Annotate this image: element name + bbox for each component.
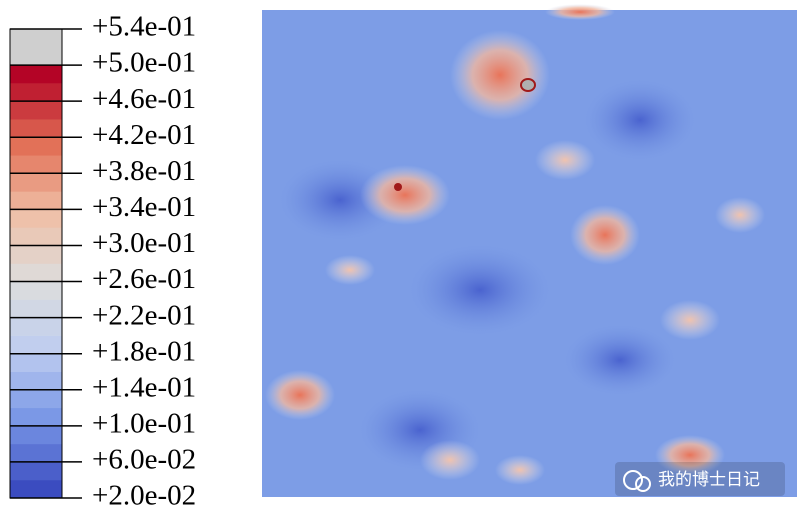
- legend-label: +5.4e-01: [92, 11, 196, 43]
- legend-band: [10, 353, 62, 373]
- legend-band: [10, 209, 62, 228]
- watermark-text: 我的博士日记: [658, 470, 760, 490]
- legend-band: [10, 425, 62, 445]
- legend-band: [10, 191, 62, 210]
- legend-band: [10, 461, 62, 481]
- contour-field: [262, 4, 797, 497]
- legend-band: [10, 371, 62, 391]
- legend-top-band: [10, 29, 62, 66]
- legend-label: +2.0e-02: [92, 480, 196, 512]
- legend-band: [10, 245, 62, 264]
- legend-label: +1.0e-01: [92, 408, 196, 440]
- legend-band: [10, 65, 62, 84]
- legend-band: [10, 173, 62, 192]
- legend-label: +1.8e-01: [92, 335, 196, 367]
- legend-band: [10, 137, 62, 156]
- legend-band: [10, 119, 62, 138]
- legend-band: [10, 263, 62, 282]
- legend-label: +4.6e-01: [92, 83, 196, 115]
- legend-band: [10, 317, 62, 336]
- legend-label: +1.4e-01: [92, 371, 196, 403]
- legend-band: [10, 227, 62, 246]
- legend-label: +4.2e-01: [92, 119, 196, 151]
- legend-band: [10, 389, 62, 409]
- legend-band: [10, 479, 62, 499]
- legend-band: [10, 335, 62, 354]
- legend-label: +2.2e-01: [92, 299, 196, 331]
- legend-band: [10, 155, 62, 174]
- legend-label: +3.0e-01: [92, 227, 196, 259]
- legend-label: +6.0e-02: [92, 444, 196, 476]
- legend-band: [10, 101, 62, 120]
- legend-band: [10, 299, 62, 318]
- legend-label: +5.0e-01: [92, 47, 196, 79]
- color-legend: +5.4e-01 +5.0e-01 +4.6e-01 +4.2e-01 +3.8e-01…: [9, 11, 196, 512]
- legend-band: [10, 443, 62, 463]
- legend-band: [10, 407, 62, 427]
- watermark: 我的博士日记: [615, 462, 785, 496]
- legend-band: [10, 281, 62, 300]
- legend-label: +3.4e-01: [92, 191, 196, 223]
- legend-band: [10, 83, 62, 102]
- legend-label: +3.8e-01: [92, 155, 196, 187]
- legend-label: +2.6e-01: [92, 263, 196, 295]
